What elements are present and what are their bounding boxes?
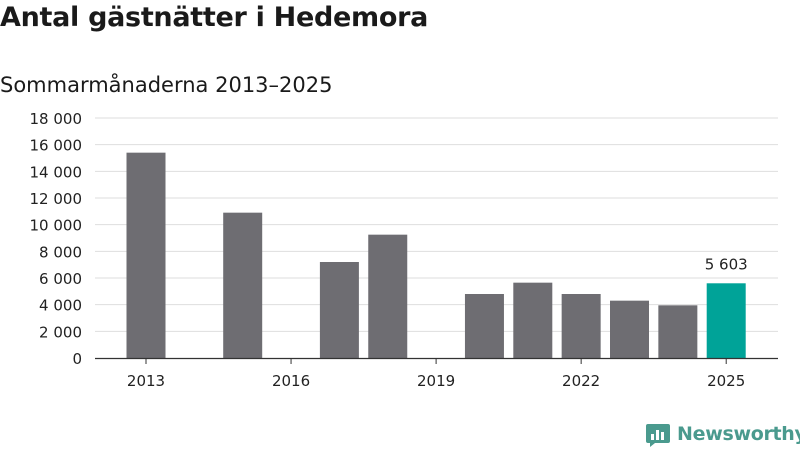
chart-subtitle: Sommarmånaderna 2013–2025 [0, 73, 333, 97]
x-tick-label: 2013 [127, 372, 165, 390]
y-tick-label: 18 000 [30, 110, 83, 128]
bar-2023 [610, 300, 649, 358]
y-tick-label: 10 000 [30, 217, 83, 235]
bar-2024 [658, 305, 698, 358]
chart-title: Antal gästnätter i Hedemora [0, 2, 429, 33]
x-tick-label: 2019 [417, 372, 455, 390]
bar-2013 [126, 152, 166, 358]
y-tick-label: 0 [72, 350, 82, 368]
y-tick-label: 4 000 [39, 297, 82, 315]
bar-2017 [319, 262, 359, 358]
x-tick-label: 2025 [707, 372, 745, 390]
bar-2021 [513, 282, 553, 358]
newsworthy-chart-icon [646, 424, 670, 447]
y-tick-label: 14 000 [30, 163, 83, 181]
bar-2022 [561, 294, 601, 358]
x-tick-label: 2022 [562, 372, 600, 390]
bar-2015 [223, 212, 263, 358]
bar-2025 [706, 283, 746, 358]
y-tick-label: 8 000 [39, 243, 82, 261]
x-tick-label: 2016 [272, 372, 310, 390]
newsworthy-logo: Newsworthy [645, 421, 800, 447]
y-tick-label: 6 000 [39, 270, 82, 288]
bar-2020 [464, 294, 504, 358]
logo-text: Newsworthy [677, 423, 800, 445]
y-tick-label: 12 000 [30, 190, 83, 208]
data-label: 5 603 [705, 255, 748, 273]
y-tick-label: 16 000 [30, 137, 83, 155]
bar-2018 [368, 234, 408, 358]
y-tick-label: 2 000 [39, 323, 82, 341]
